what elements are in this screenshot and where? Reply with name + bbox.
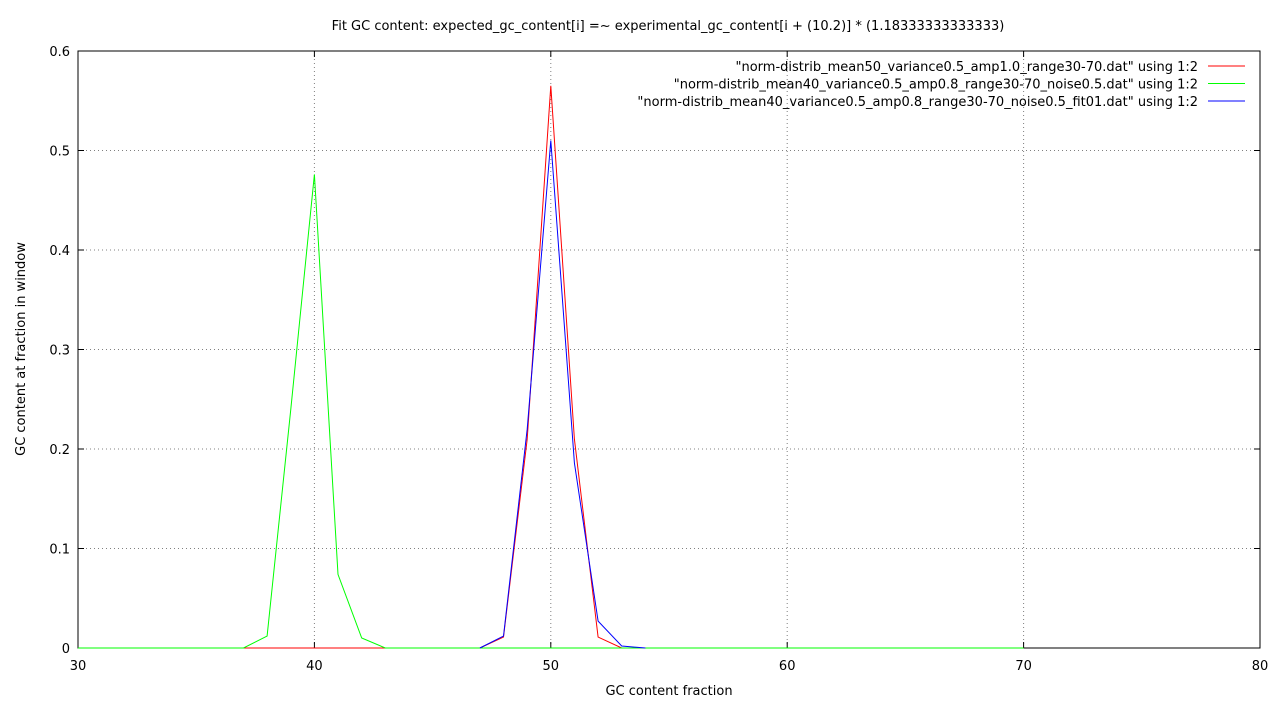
- x-tick-label: 80: [1252, 659, 1269, 674]
- y-tick-label: 0.4: [49, 244, 70, 259]
- y-tick-label: 0: [62, 642, 70, 657]
- x-axis-label: GC content fraction: [605, 684, 732, 699]
- y-tick-label: 0.3: [49, 344, 70, 359]
- series-line-3: [479, 140, 646, 649]
- series-lines: [78, 85, 1024, 649]
- series-line-2: [78, 174, 1024, 649]
- x-tick-label: 50: [543, 659, 560, 674]
- grid: [78, 51, 1260, 648]
- y-tick-label: 0.6: [49, 45, 70, 60]
- chart-title: Fit GC content: expected_gc_content[i] =…: [332, 19, 1005, 34]
- y-axis-label: GC content at fraction in window: [14, 242, 29, 456]
- legend: "norm-distrib_mean50_variance0.5_amp1.0_…: [637, 60, 1245, 110]
- y-tick-label: 0.1: [49, 543, 70, 558]
- y-tick-label: 0.2: [49, 443, 70, 458]
- x-tick-label: 30: [70, 659, 87, 674]
- legend-label: "norm-distrib_mean40_variance0.5_amp0.8_…: [674, 78, 1198, 93]
- y-tick-label: 0.5: [49, 145, 70, 160]
- legend-label: "norm-distrib_mean40_variance0.5_amp0.8_…: [637, 95, 1198, 110]
- x-tick-label: 60: [779, 659, 796, 674]
- x-tick-label: 70: [1015, 659, 1032, 674]
- x-tick-label: 40: [306, 659, 323, 674]
- axis-ticks: 30 40 50 60 70 80 0 0.1 0.2 0.3 0.4 0.5 0.6: [49, 45, 1268, 674]
- legend-label: "norm-distrib_mean50_variance0.5_amp1.0_…: [736, 60, 1199, 75]
